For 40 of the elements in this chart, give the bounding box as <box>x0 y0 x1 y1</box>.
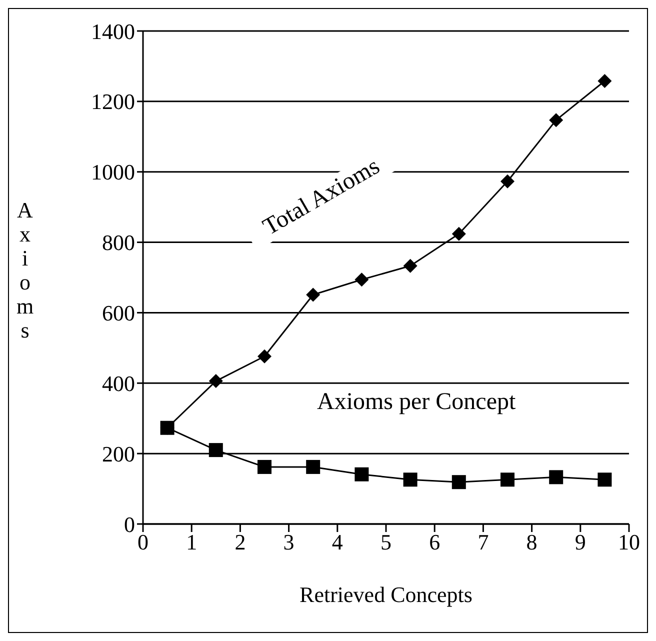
point <box>208 374 223 388</box>
point <box>598 74 612 88</box>
y-tick-label: 200 <box>102 441 135 466</box>
y-tick-label: 600 <box>102 300 135 326</box>
x-tick-label: 3 <box>283 530 294 555</box>
x-tick-label: 2 <box>234 530 246 555</box>
x-axis-title: Retrieved Concepts <box>300 582 472 607</box>
point <box>598 472 612 487</box>
point <box>403 258 418 273</box>
y-tick-label: 1400 <box>91 18 135 44</box>
y-tick-label: 1200 <box>91 89 135 114</box>
x-tick-label: 7 <box>478 530 489 555</box>
x-tick-label: 10 <box>618 530 640 555</box>
point <box>403 472 418 487</box>
point <box>549 470 564 484</box>
point <box>306 460 320 474</box>
point <box>306 288 320 302</box>
point <box>354 272 369 287</box>
y-tick-label: 0 <box>124 512 135 537</box>
point <box>500 174 514 188</box>
point <box>452 226 466 241</box>
x-tick-label: 9 <box>574 530 586 555</box>
point <box>500 472 514 487</box>
point <box>452 475 466 490</box>
x-tick-label: 1 <box>186 530 198 555</box>
point <box>258 349 272 364</box>
y-axis-title: Axioms <box>16 198 34 342</box>
series-label: Axioms per Concept <box>316 389 517 416</box>
y-tick-label: 1000 <box>91 160 135 185</box>
x-tick-label: 8 <box>526 530 538 555</box>
x-tick-label: 5 <box>380 530 392 555</box>
point <box>258 460 272 474</box>
x-tick-label: 6 <box>429 530 440 555</box>
y-tick-label: 400 <box>102 370 135 396</box>
point <box>160 420 174 435</box>
point <box>354 467 369 482</box>
y-tick-label: 800 <box>102 230 135 256</box>
point <box>549 113 564 128</box>
x-tick-label: 4 <box>332 530 343 555</box>
point <box>208 443 223 458</box>
